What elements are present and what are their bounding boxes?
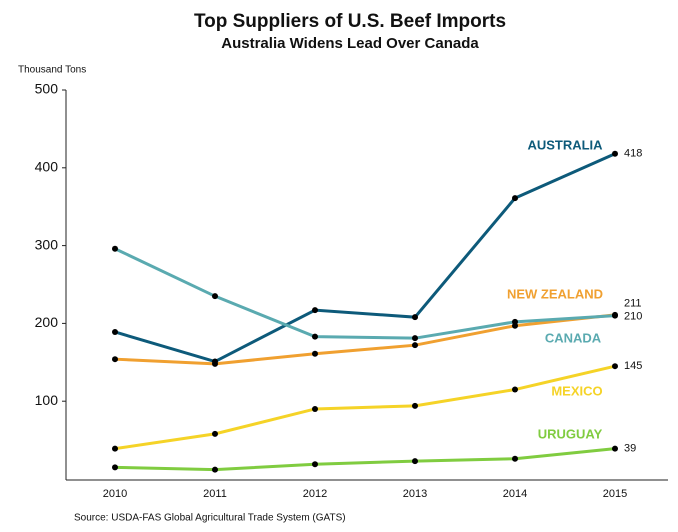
data-point xyxy=(112,445,118,452)
data-point xyxy=(112,464,118,471)
series-line xyxy=(114,152,616,364)
data-point xyxy=(412,402,418,409)
data-point xyxy=(512,455,518,462)
source-note: Source: USDA-FAS Global Agricultural Tra… xyxy=(74,513,346,524)
data-point xyxy=(512,318,518,325)
data-point xyxy=(112,356,118,363)
chart-subtitle: Australia Widens Lead Over Canada xyxy=(221,35,479,52)
series-line xyxy=(114,447,616,472)
data-point xyxy=(612,445,618,452)
x-tick-label: 2015 xyxy=(603,488,627,500)
data-point xyxy=(612,150,618,157)
data-point xyxy=(612,363,618,370)
series-name-label: CANADA xyxy=(545,330,602,345)
y-tick-label: 400 xyxy=(35,159,59,175)
data-point xyxy=(212,293,218,300)
y-axis-label: Thousand Tons xyxy=(18,65,86,76)
chart-title: Top Suppliers of U.S. Beef Imports xyxy=(194,11,506,32)
end-value-label: 210 xyxy=(624,311,642,323)
end-value-label: 211 xyxy=(624,298,642,310)
data-point xyxy=(112,245,118,252)
data-point xyxy=(312,350,318,357)
data-point xyxy=(412,335,418,342)
data-point xyxy=(512,386,518,393)
series-name-label: MEXICO xyxy=(551,383,602,398)
data-point xyxy=(412,314,418,321)
data-point xyxy=(412,342,418,349)
y-tick-label: 100 xyxy=(35,392,59,408)
data-point xyxy=(512,195,518,202)
end-value-label: 39 xyxy=(624,443,636,455)
data-point xyxy=(612,312,618,319)
y-tick-label: 300 xyxy=(35,236,59,252)
y-tick-label: 500 xyxy=(35,81,59,97)
y-tick-label: 200 xyxy=(35,314,59,330)
x-tick-label: 2010 xyxy=(103,488,127,500)
data-point xyxy=(312,307,318,314)
data-point xyxy=(212,360,218,367)
data-point xyxy=(212,466,218,473)
end-value-label: 418 xyxy=(624,148,642,160)
series-line xyxy=(114,364,616,451)
data-point xyxy=(312,461,318,468)
x-tick-label: 2012 xyxy=(303,488,327,500)
series-name-label: NEW ZEALAND xyxy=(507,286,603,301)
series-name-label: AUSTRALIA xyxy=(527,137,603,152)
data-point xyxy=(312,333,318,340)
x-tick-label: 2013 xyxy=(403,488,427,500)
series-line xyxy=(114,247,616,340)
data-point xyxy=(212,430,218,437)
series-line xyxy=(114,313,616,366)
data-point xyxy=(412,458,418,465)
series-name-label: URUGUAY xyxy=(538,426,603,441)
x-tick-label: 2011 xyxy=(203,488,227,500)
x-tick-label: 2014 xyxy=(503,488,527,500)
data-point xyxy=(112,328,118,335)
end-value-label: 145 xyxy=(624,360,642,372)
data-point xyxy=(312,405,318,412)
